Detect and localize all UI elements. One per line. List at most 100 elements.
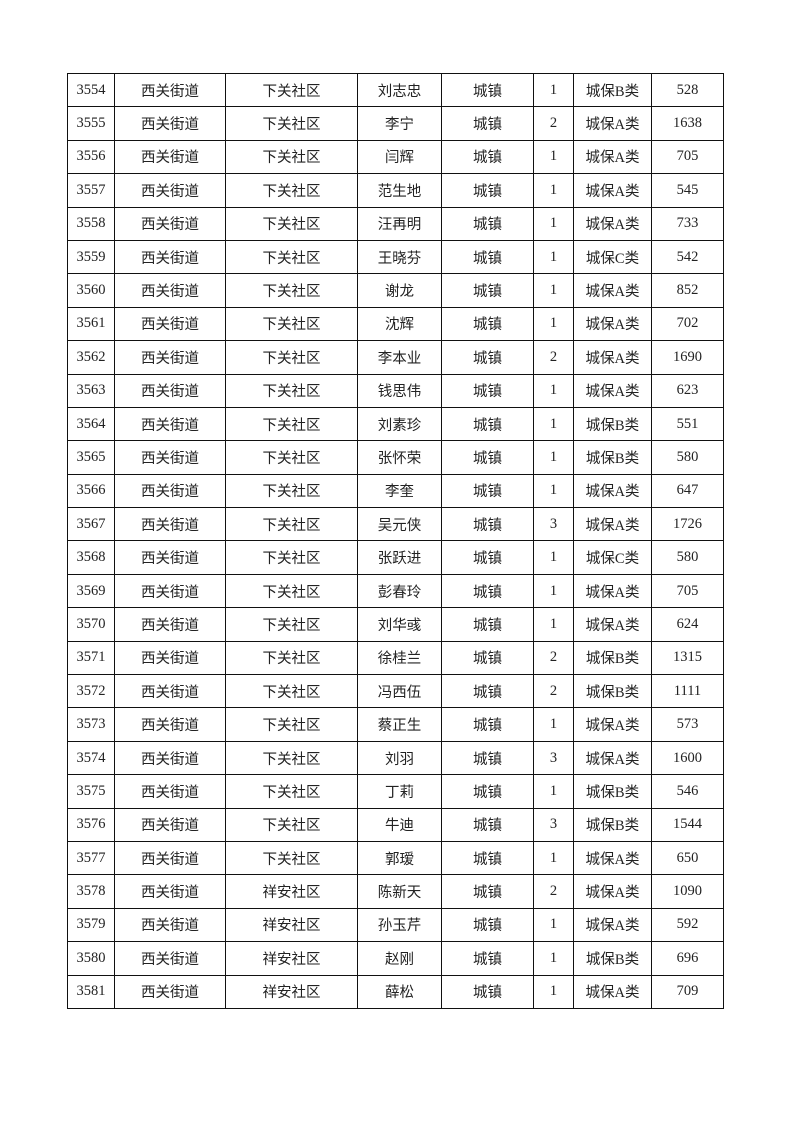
person-name-cell: 汪再明 [357, 206, 442, 241]
subdistrict-cell: 西关街道 [114, 674, 226, 709]
table-row: 3567 西关街道 下关社区 吴元侠 城镇 3 城保A类 1726 [67, 507, 724, 542]
household-type-cell: 城镇 [441, 139, 534, 175]
subdistrict-cell: 西关街道 [114, 106, 226, 141]
insurance-category-cell: 城保A类 [573, 874, 652, 909]
table-row: 3556 西关街道 下关社区 闫辉 城镇 1 城保A类 705 [67, 139, 724, 175]
amount-cell: 592 [651, 907, 724, 943]
household-type-cell: 城镇 [441, 774, 534, 809]
table-row: 3560 西关街道 下关社区 谢龙 城镇 1 城保A类 852 [67, 273, 724, 308]
community-cell: 下关社区 [225, 106, 358, 141]
subdistrict-cell: 西关街道 [114, 306, 226, 342]
insurance-category-cell: 城保A类 [573, 573, 652, 609]
row-number-cell: 3561 [67, 306, 115, 342]
person-name-cell: 彭春玲 [357, 573, 442, 609]
person-name-cell: 刘素珍 [357, 406, 442, 442]
subdistrict-cell: 西关街道 [114, 406, 226, 442]
household-type-cell: 城镇 [441, 106, 534, 141]
subdistrict-cell: 西关街道 [114, 573, 226, 609]
row-number-cell: 3559 [67, 239, 115, 275]
community-cell: 下关社区 [225, 173, 358, 208]
table-row: 3568 西关街道 下关社区 张跃进 城镇 1 城保C类 580 [67, 540, 724, 575]
subdistrict-cell: 西关街道 [114, 373, 226, 408]
insurance-category-cell: 城保B类 [573, 941, 652, 976]
table-row: 3581 西关街道 祥安社区 薛松 城镇 1 城保A类 709 [67, 974, 724, 1009]
table-row: 3578 西关街道 祥安社区 陈新天 城镇 2 城保A类 1090 [67, 874, 724, 909]
person-name-cell: 丁莉 [357, 774, 442, 809]
household-type-cell: 城镇 [441, 239, 534, 275]
person-name-cell: 冯西伍 [357, 674, 442, 709]
row-number-cell: 3575 [67, 774, 115, 809]
row-number-cell: 3579 [67, 907, 115, 943]
subdistrict-cell: 西关街道 [114, 740, 226, 776]
community-cell: 下关社区 [225, 674, 358, 709]
row-number-cell: 3566 [67, 473, 115, 509]
community-cell: 祥安社区 [225, 941, 358, 976]
amount-cell: 1726 [651, 507, 724, 542]
household-size-cell: 1 [533, 907, 574, 943]
amount-cell: 580 [651, 540, 724, 575]
household-size-cell: 1 [533, 373, 574, 408]
amount-cell: 528 [651, 72, 724, 108]
table-row: 3563 西关街道 下关社区 钱思伟 城镇 1 城保A类 623 [67, 373, 724, 408]
insurance-category-cell: 城保A类 [573, 106, 652, 141]
row-number-cell: 3574 [67, 740, 115, 776]
subdistrict-cell: 西关街道 [114, 139, 226, 175]
community-cell: 祥安社区 [225, 874, 358, 909]
community-cell: 下关社区 [225, 440, 358, 475]
community-cell: 下关社区 [225, 373, 358, 408]
person-name-cell: 李奎 [357, 473, 442, 509]
household-type-cell: 城镇 [441, 874, 534, 909]
row-number-cell: 3570 [67, 607, 115, 642]
amount-cell: 624 [651, 607, 724, 642]
subdistrict-cell: 西关街道 [114, 707, 226, 742]
subdistrict-cell: 西关街道 [114, 974, 226, 1009]
household-type-cell: 城镇 [441, 72, 534, 108]
community-cell: 下关社区 [225, 306, 358, 342]
subdistrict-cell: 西关街道 [114, 473, 226, 509]
row-number-cell: 3573 [67, 707, 115, 742]
community-cell: 下关社区 [225, 239, 358, 275]
row-number-cell: 3554 [67, 72, 115, 108]
row-number-cell: 3577 [67, 840, 115, 876]
household-size-cell: 1 [533, 573, 574, 609]
person-name-cell: 张跃进 [357, 540, 442, 575]
household-type-cell: 城镇 [441, 406, 534, 442]
community-cell: 下关社区 [225, 507, 358, 542]
subdistrict-cell: 西关街道 [114, 540, 226, 575]
table-row: 3570 西关街道 下关社区 刘华彧 城镇 1 城保A类 624 [67, 607, 724, 642]
community-cell: 下关社区 [225, 573, 358, 609]
person-name-cell: 李本业 [357, 340, 442, 375]
table-row: 3569 西关街道 下关社区 彭春玲 城镇 1 城保A类 705 [67, 573, 724, 609]
amount-cell: 705 [651, 573, 724, 609]
community-cell: 下关社区 [225, 607, 358, 642]
household-size-cell: 1 [533, 440, 574, 475]
household-type-cell: 城镇 [441, 473, 534, 509]
household-size-cell: 2 [533, 674, 574, 709]
household-type-cell: 城镇 [441, 373, 534, 408]
amount-cell: 542 [651, 239, 724, 275]
person-name-cell: 李宁 [357, 106, 442, 141]
amount-cell: 546 [651, 774, 724, 809]
household-size-cell: 1 [533, 306, 574, 342]
insurance-category-cell: 城保A类 [573, 840, 652, 876]
person-name-cell: 王晓芬 [357, 239, 442, 275]
subdistrict-cell: 西关街道 [114, 640, 226, 676]
table-row: 3558 西关街道 下关社区 汪再明 城镇 1 城保A类 733 [67, 206, 724, 241]
amount-cell: 709 [651, 974, 724, 1009]
household-type-cell: 城镇 [441, 807, 534, 842]
household-type-cell: 城镇 [441, 907, 534, 943]
subdistrict-cell: 西关街道 [114, 840, 226, 876]
community-cell: 祥安社区 [225, 974, 358, 1009]
insurance-category-cell: 城保A类 [573, 306, 652, 342]
row-number-cell: 3580 [67, 941, 115, 976]
household-size-cell: 1 [533, 774, 574, 809]
community-cell: 下关社区 [225, 774, 358, 809]
household-size-cell: 1 [533, 72, 574, 108]
person-name-cell: 孙玉芹 [357, 907, 442, 943]
table-row: 3555 西关街道 下关社区 李宁 城镇 2 城保A类 1638 [67, 106, 724, 141]
subdistrict-cell: 西关街道 [114, 440, 226, 475]
amount-cell: 1544 [651, 807, 724, 842]
community-cell: 下关社区 [225, 640, 358, 676]
subdistrict-cell: 西关街道 [114, 607, 226, 642]
insurance-category-cell: 城保B类 [573, 640, 652, 676]
